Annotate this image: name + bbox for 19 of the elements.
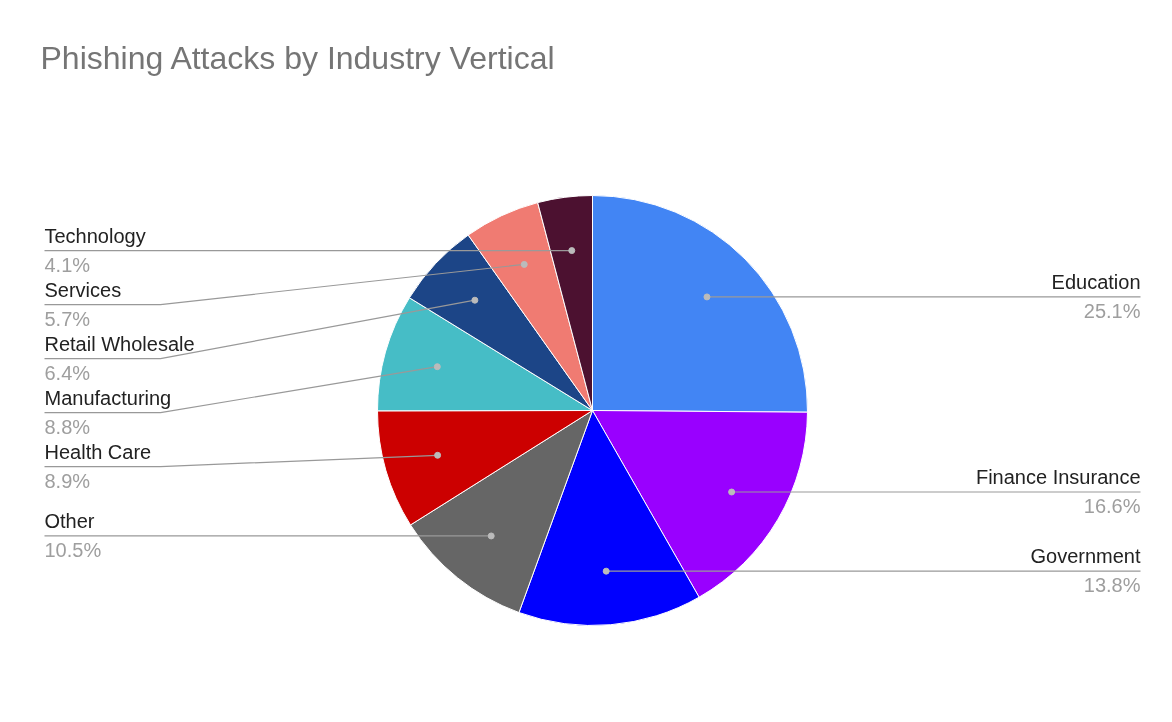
data-label: 5.7%	[44, 307, 91, 330]
slice-label: Education	[1051, 270, 1141, 293]
slice-label: Government	[1030, 545, 1141, 568]
data-label: 8.8%	[44, 415, 91, 438]
slice-label: Manufacturing	[44, 386, 172, 409]
slice-label: Finance Insurance	[975, 466, 1141, 488]
slice-label: Technology	[44, 224, 146, 247]
slice-label: Retail Wholesale	[44, 332, 195, 355]
data-label: 16.6%	[1083, 495, 1141, 517]
data-label: 8.9%	[44, 469, 91, 492]
data-label: 6.4%	[44, 361, 91, 384]
slice-label: Health Care	[44, 440, 152, 463]
chart-title: Phishing Attacks by Industry Vertical	[40, 39, 555, 76]
data-label: 10.5%	[44, 538, 102, 561]
data-label: 25.1%	[1083, 299, 1141, 322]
slice-label: Other	[44, 509, 95, 532]
slice-label: Services	[44, 278, 122, 301]
data-label: 13.8%	[1083, 574, 1141, 597]
data-label: 4.1%	[44, 253, 91, 276]
